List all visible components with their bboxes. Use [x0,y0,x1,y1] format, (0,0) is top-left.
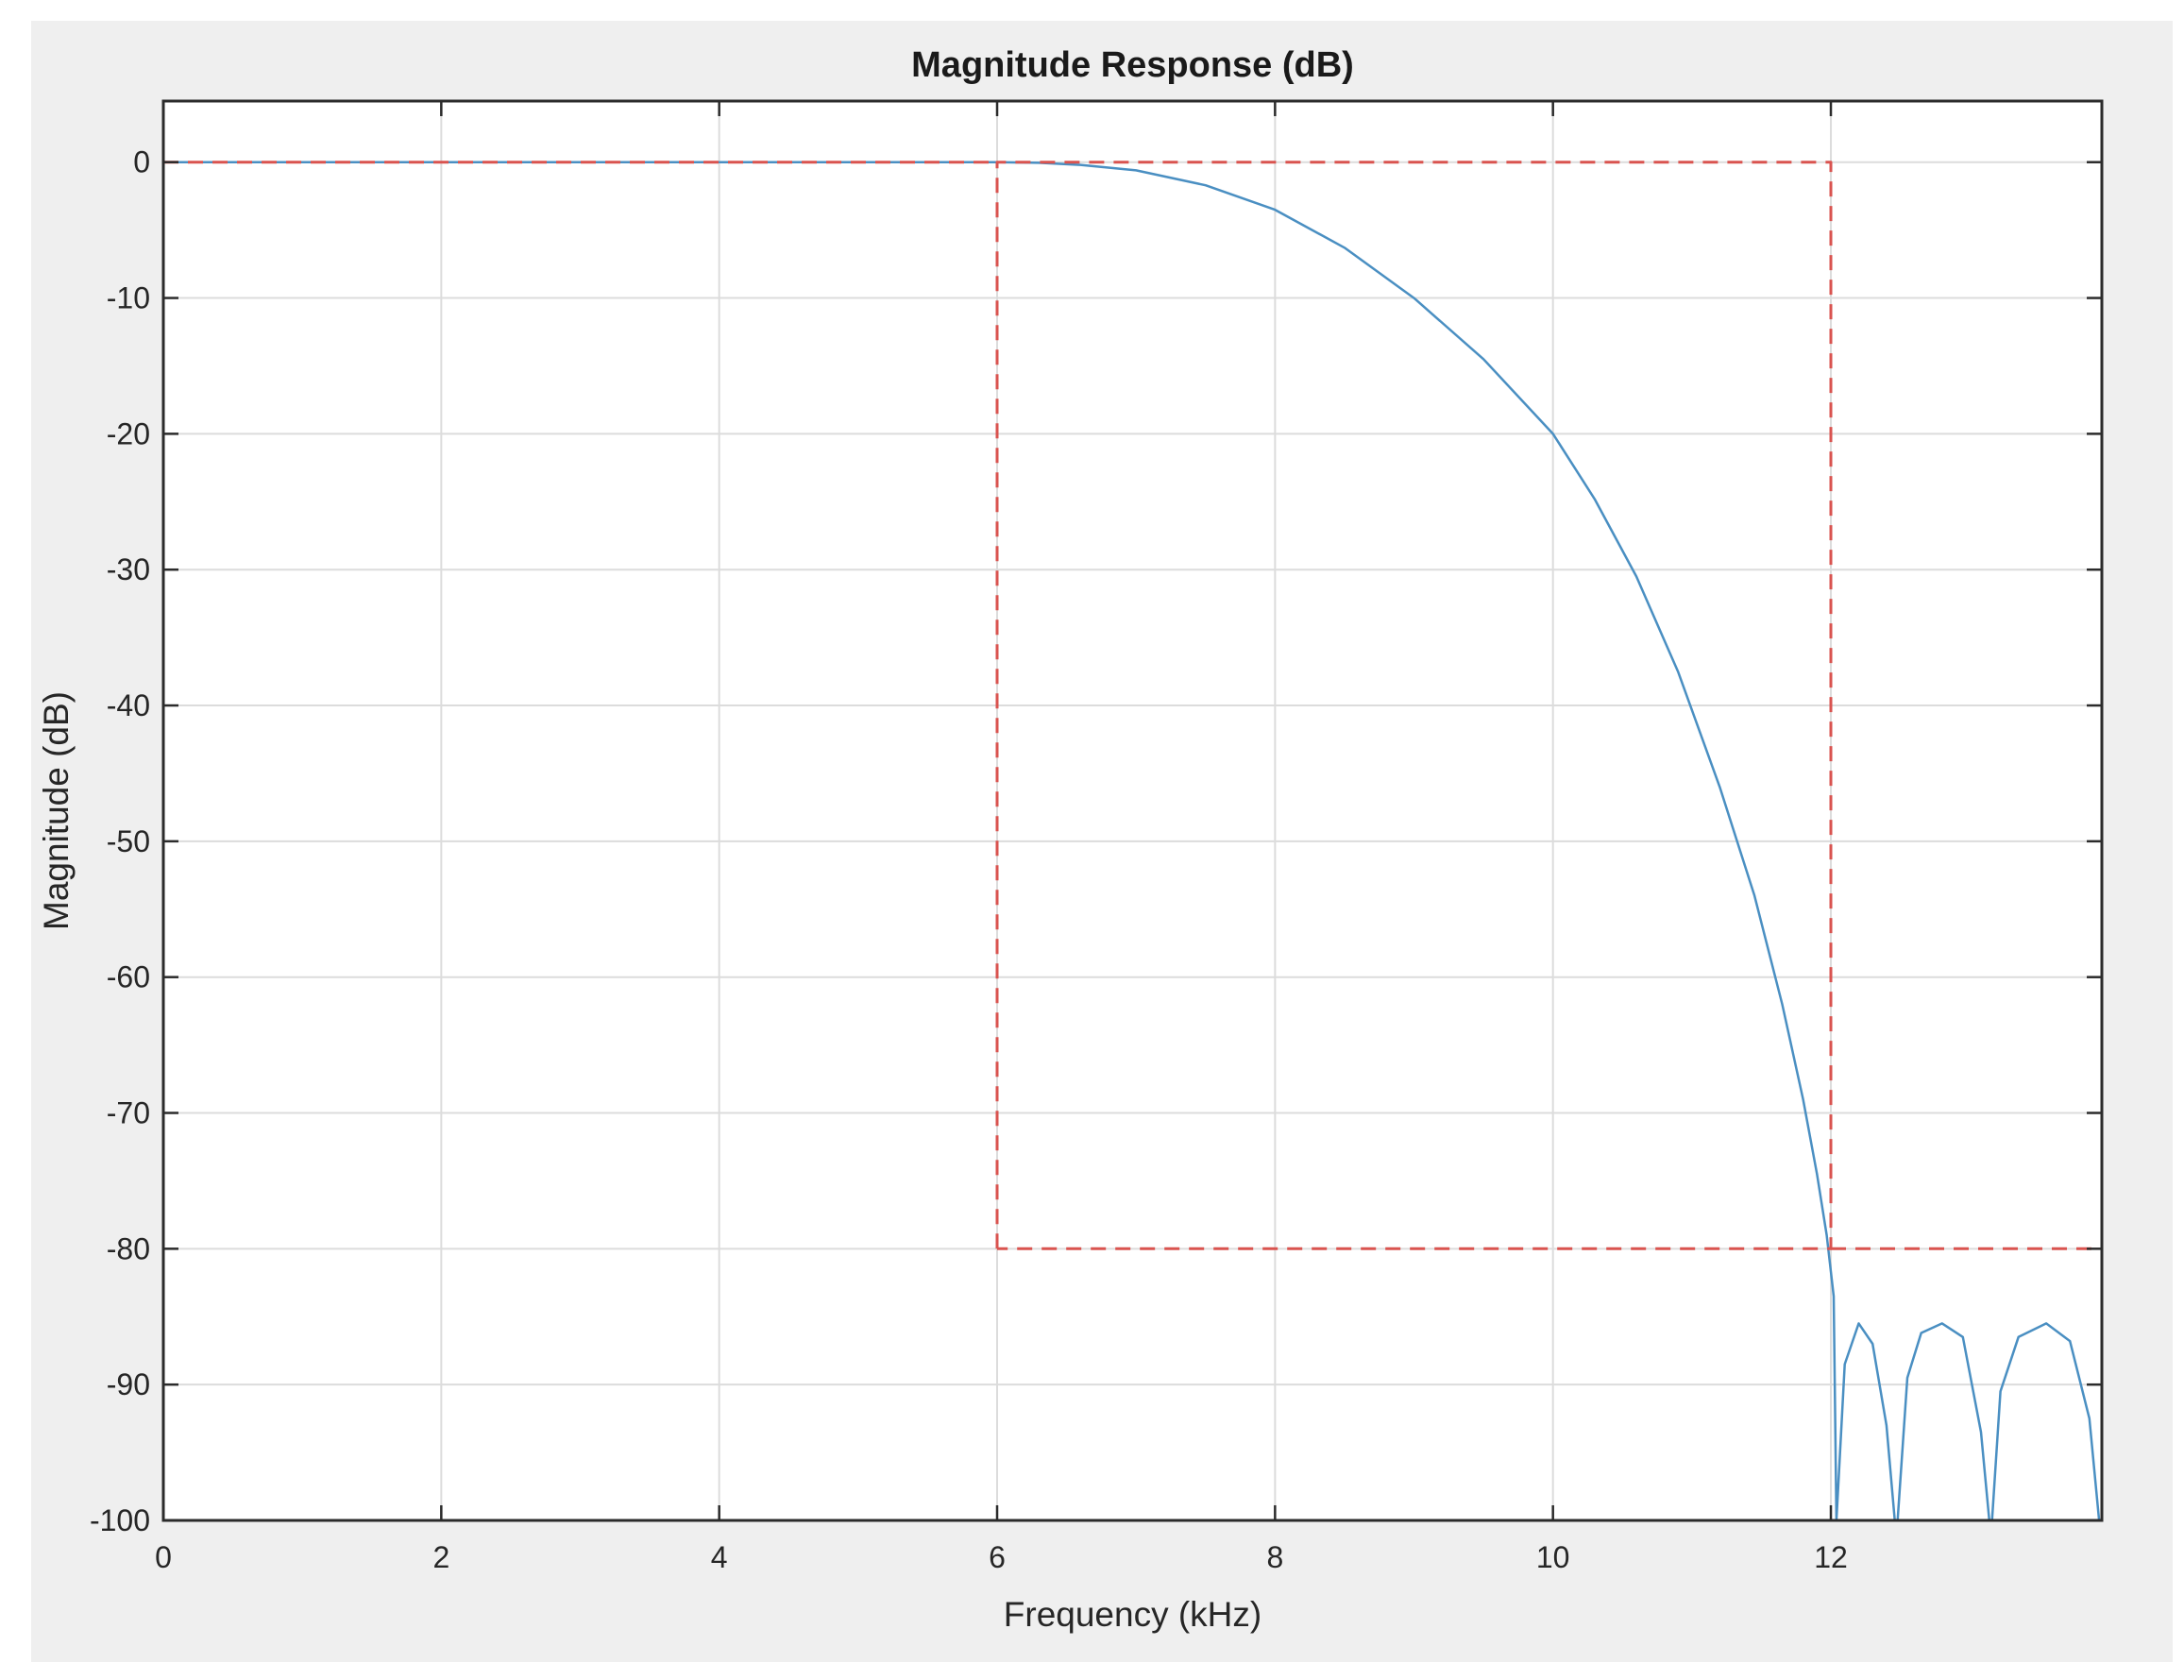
transition-spec-line [995,161,1833,1250]
y-tick-label: -60 [107,960,150,994]
y-tick-label: -80 [107,1231,150,1265]
tick-marks [161,101,2102,1522]
x-tick-label: 2 [432,1540,449,1574]
x-tick-label: 8 [1266,1540,1283,1574]
y-tick-label: -50 [107,824,150,858]
y-tick-label: -90 [107,1367,150,1401]
y-tick-label: -20 [107,416,150,450]
y-tick-label: -70 [107,1096,150,1130]
plot-area [163,101,2102,1520]
x-tick-label: 6 [989,1540,1006,1574]
plot-frame [161,99,2104,1522]
x-tick-label: 12 [1814,1540,1848,1574]
x-tick-label: 4 [711,1540,728,1574]
x-tick-label: 10 [1536,1540,1570,1574]
y-axis-title: Magnitude (dB) [37,691,76,930]
y-tick-label: -40 [107,688,150,722]
y-tick-label: 0 [133,145,150,179]
chart-title: Magnitude Response (dB) [911,45,1354,85]
x-tick-labels: 0 2 4 6 8 10 12 [155,1540,1848,1574]
y-tick-label: -10 [107,281,150,315]
x-tick-label: 0 [155,1540,172,1574]
y-tick-label: -100 [90,1503,150,1537]
y-tick-labels: 0 -10 -20 -30 -40 -50 -60 -70 -80 -90 -100 [90,145,150,1537]
x-axis-title: Frequency (kHz) [1004,1595,1261,1634]
y-tick-label: -30 [107,552,150,586]
